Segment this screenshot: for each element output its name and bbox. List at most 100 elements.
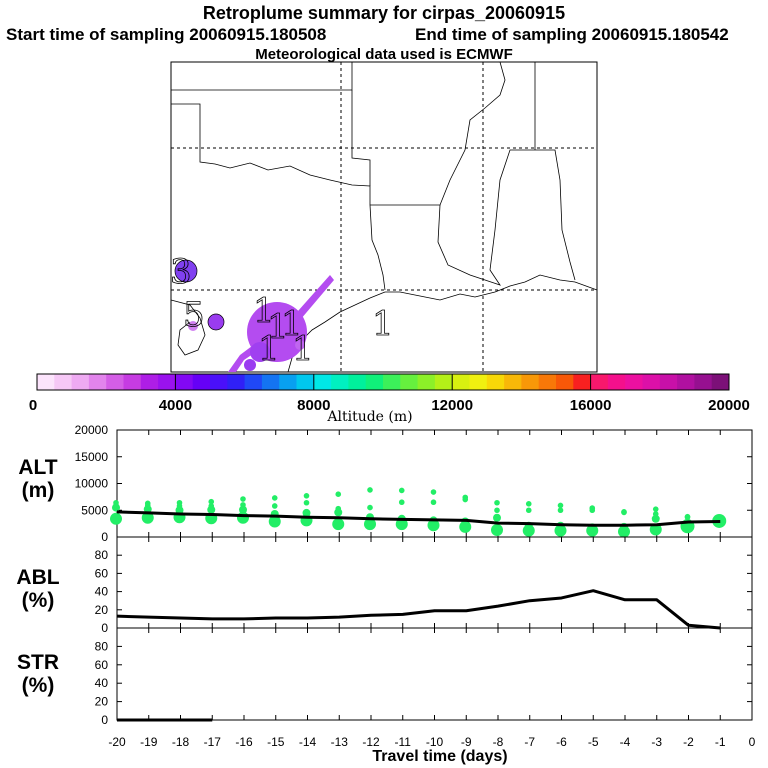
altitude-cluster-dot [208, 503, 215, 509]
altitude-cluster-dot [398, 487, 405, 494]
colorbar-swatch [210, 374, 228, 390]
cluster-circle [188, 321, 198, 331]
colorbar-swatch [469, 374, 488, 390]
abl-series-line [116, 589, 721, 630]
panel-alt: 0 5000 10000 15000 20000 [75, 423, 753, 544]
x-tick-label: -16 [235, 735, 253, 749]
alt-label-line1: ALT [18, 456, 58, 479]
str-label-line1: STR [17, 651, 59, 674]
altitude-cluster-dot [144, 502, 151, 509]
colorbar-swatch [642, 374, 661, 390]
alt-axis-label: ALT (m) [8, 456, 68, 502]
cluster-label: 1 [372, 304, 394, 344]
colorbar-tick-label: 12000 [431, 397, 473, 414]
altitude-cluster-dot [302, 508, 311, 517]
x-axis-title: Travel time (days) [372, 748, 508, 765]
y-tick-label: 20000 [75, 423, 109, 437]
colorbar-swatch [123, 374, 142, 390]
x-tick-label: -2 [683, 735, 694, 749]
colorbar-swatch [348, 374, 367, 390]
colorbar-swatch [434, 374, 453, 390]
altitude-cluster-dot [557, 507, 564, 514]
altitude-cluster-dot [208, 498, 215, 505]
colorbar-swatch [521, 374, 540, 390]
x-tick-label: -20 [108, 735, 126, 749]
y-tick-label: 60 [95, 658, 109, 672]
altitude-cluster-dot [494, 499, 500, 506]
colorbar-swatch [88, 374, 107, 390]
cluster-label: 3 [170, 252, 192, 292]
x-tick-label: -6 [556, 735, 567, 749]
altitude-cluster-dot [649, 523, 662, 536]
altitude-cluster-dot [621, 509, 627, 515]
altitude-cluster-dot [240, 496, 246, 502]
x-tick-label: -18 [172, 735, 190, 749]
end-time-text: End time of sampling 20060915.180542 [415, 25, 729, 44]
y-tick-label: 80 [95, 639, 109, 653]
colorbar-swatch [573, 374, 592, 390]
colorbar-tick-label: 4000 [159, 397, 192, 414]
altitude-cluster-dot [335, 505, 342, 512]
y-tick-label: 15000 [75, 450, 109, 464]
x-tick-label: -5 [588, 735, 599, 749]
y-tick-label: 60 [95, 566, 109, 580]
colorbar-swatch [677, 374, 695, 390]
y-tick-label: 0 [101, 713, 108, 727]
colorbar-swatch [504, 374, 522, 390]
colorbar-tick-label: 0 [29, 397, 37, 414]
altitude-cluster-dot [557, 502, 564, 509]
abl-label-line2: (%) [21, 589, 55, 612]
altitude-cluster-dot [462, 494, 469, 501]
y-tick-label: 0 [101, 530, 108, 544]
cluster-label: 1 [267, 307, 289, 347]
panel-abl: 0 20 40 60 80 [95, 536, 753, 635]
cluster-label: 1 [253, 291, 275, 331]
x-tick-label: -14 [299, 735, 317, 749]
altitude-cluster-dot [491, 524, 503, 537]
y-tick-label: 20 [95, 695, 109, 709]
cluster-label: 1 [258, 329, 280, 369]
altitude-cluster-dot [589, 507, 596, 514]
colorbar-swatch [227, 374, 246, 390]
altitude-cluster-dot [651, 514, 660, 523]
y-tick-label: 80 [95, 548, 109, 562]
colorbar-tick-labels: 0 4000 8000 12000 16000 20000 [29, 374, 750, 414]
colorbar-swatch [694, 374, 713, 390]
colorbar-swatch [261, 374, 280, 390]
cluster-label: 1 [292, 329, 314, 369]
x-tick-label: -7 [524, 735, 535, 749]
altitude-cluster-dot [494, 507, 500, 514]
colorbar-swatch [106, 374, 124, 390]
x-tick-label: -4 [620, 735, 631, 749]
x-tick-label: -9 [461, 735, 472, 749]
altitude-cluster-dot [110, 512, 122, 525]
str-axis-label: STR (%) [8, 651, 68, 697]
x-tick-label: -10 [426, 735, 444, 749]
altitude-cluster-dot [335, 491, 342, 498]
colorbar-swatch [331, 374, 349, 390]
colorbar-tick-label: 20000 [708, 397, 750, 414]
chart-title: Retroplume summary for cirpas_20060915 [202, 3, 566, 23]
colorbar-swatch [54, 374, 73, 390]
altitude-cluster-dot [652, 506, 659, 512]
y-tick-label: 40 [95, 585, 109, 599]
panel-str: 0 20 40 60 80 [95, 627, 753, 727]
plume-clusters [174, 259, 334, 372]
colorbar-swatch [711, 374, 730, 390]
colorbar-swatch [140, 374, 159, 390]
altitude-cluster-dot [303, 499, 310, 506]
y-tick-label: 20 [95, 603, 109, 617]
colorbar-swatch [556, 374, 574, 390]
altitude-cluster-dot [113, 502, 119, 509]
altitude-cluster-dot [239, 505, 247, 514]
colorbar-swatch [158, 374, 176, 390]
x-tick-label: -11 [395, 735, 412, 749]
colorbar-swatch [590, 374, 609, 390]
alt-series-line [116, 510, 721, 527]
colorbar-swatch [37, 374, 55, 390]
altitude-cluster-dot [652, 511, 659, 517]
cluster-label: 5 [183, 295, 205, 335]
colorbar-tick-label: 16000 [570, 397, 612, 414]
alt-label-line2: (m) [21, 479, 55, 502]
